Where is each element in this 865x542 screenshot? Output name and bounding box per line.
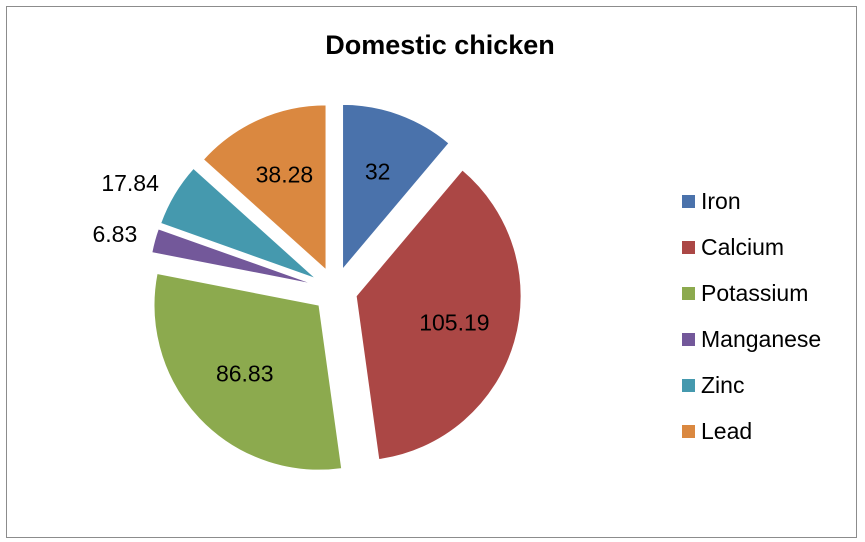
legend-label: Calcium — [701, 233, 785, 260]
chart-title: Domestic chicken — [325, 30, 555, 60]
legend-item-lead: Lead — [682, 408, 857, 454]
legend-label: Potassium — [701, 279, 809, 306]
data-label-iron: 32 — [365, 158, 391, 184]
legend-swatch — [682, 332, 695, 346]
data-label-lead: 38.28 — [256, 162, 314, 188]
legend-item-potassium: Potassium — [682, 270, 857, 316]
legend-item-zinc: Zinc — [682, 362, 857, 408]
data-label-potassium: 86.83 — [216, 361, 274, 387]
legend-swatch — [682, 194, 695, 208]
legend-label: Iron — [701, 187, 741, 214]
legend-swatch — [682, 378, 695, 392]
pie-slice-potassium — [153, 272, 343, 471]
legend-swatch — [682, 286, 695, 300]
legend-item-manganese: Manganese — [682, 316, 857, 362]
data-label-manganese: 6.83 — [93, 221, 138, 247]
pie-slice-zinc — [160, 167, 317, 280]
legend-label: Zinc — [701, 371, 745, 398]
legend-item-calcium: Calcium — [682, 224, 857, 270]
legend-label: Lead — [701, 417, 753, 444]
legend-swatch — [682, 424, 695, 438]
data-label-calcium: 105.19 — [419, 310, 489, 336]
pie-slice-manganese — [151, 228, 314, 285]
legend: Iron Calcium Potassium Manganese Zinc Lead — [682, 178, 857, 454]
legend-label: Manganese — [701, 325, 822, 352]
data-label-zinc: 17.84 — [101, 170, 159, 196]
pie-slice-calcium — [355, 169, 522, 461]
pie-slice-iron — [342, 103, 450, 271]
legend-swatch — [682, 240, 695, 254]
pie-slice-lead — [202, 104, 327, 272]
legend-item-iron: Iron — [682, 178, 857, 224]
